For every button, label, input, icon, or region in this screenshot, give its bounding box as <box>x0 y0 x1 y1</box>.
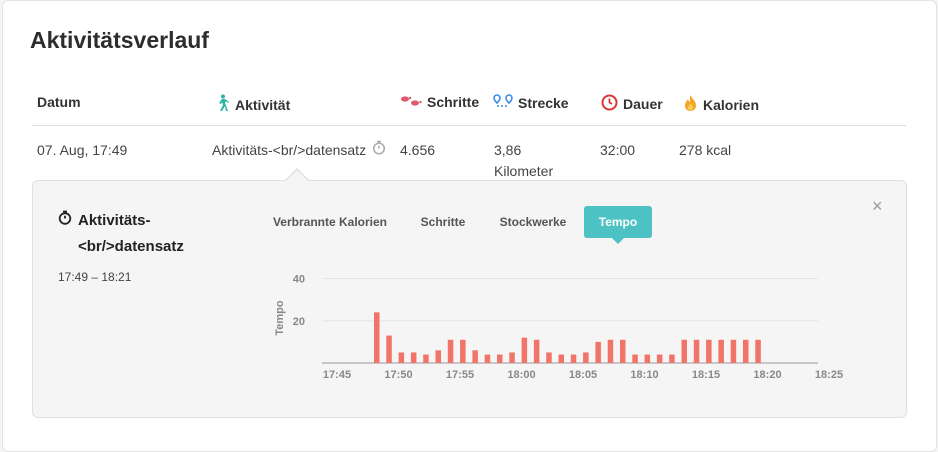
stopwatch-icon <box>58 208 72 234</box>
tab-verbrannte-kalorien[interactable]: Verbrannte Kalorien <box>272 215 388 229</box>
detail-time-range: 17:49 – 18:21 <box>58 270 132 284</box>
row-steps: 4.656 <box>400 142 436 158</box>
page-title: Aktivitätsverlauf <box>30 27 209 53</box>
tab-stockwerke[interactable]: Stockwerke <box>499 215 567 229</box>
column-header-activity[interactable]: Aktivität <box>214 94 290 115</box>
route-icon <box>493 94 513 111</box>
column-header-date[interactable]: Datum <box>37 94 81 110</box>
row-duration: 32:00 <box>600 142 636 158</box>
column-calories-label: Kalorien <box>703 96 760 113</box>
column-date-label: Datum <box>37 94 81 110</box>
walking-person-icon <box>214 94 230 115</box>
active-tab-pointer <box>612 238 624 244</box>
footprints-icon <box>400 94 422 110</box>
flame-icon <box>683 94 698 115</box>
detail-title-line2: <br/>datensatz <box>78 238 184 255</box>
column-header-duration[interactable]: Dauer <box>601 94 663 114</box>
stopwatch-icon <box>372 140 386 161</box>
detail-title: Aktivitäts- <br/>datensatz <box>58 208 184 260</box>
header-divider <box>32 125 906 126</box>
row-calories: 278 kcal <box>679 142 732 158</box>
detail-title-line1: Aktivitäts- <box>78 212 151 229</box>
row-distance-value: 3,86 <box>494 142 522 158</box>
panel-pointer-fill <box>286 170 308 181</box>
close-icon[interactable]: × <box>872 196 883 216</box>
tab-tempo[interactable]: Tempo <box>584 206 652 238</box>
row-distance: 3,86 Kilometer <box>494 140 553 182</box>
activity-detail-panel <box>32 180 907 418</box>
column-header-calories[interactable]: Kalorien <box>683 94 759 115</box>
row-date: 07. Aug, 17:49 <box>37 142 128 158</box>
row-activity[interactable]: Aktivitäts-<br/>datensatz <box>212 140 386 161</box>
clock-icon <box>601 94 618 114</box>
row-activity-label: Aktivitäts-<br/>datensatz <box>212 142 367 158</box>
column-steps-label: Schritte <box>427 94 480 110</box>
column-header-steps[interactable]: Schritte <box>400 94 479 110</box>
column-duration-label: Dauer <box>623 96 663 112</box>
column-activity-label: Aktivität <box>235 96 291 113</box>
tab-schritte[interactable]: Schritte <box>420 215 466 229</box>
row-distance-unit: Kilometer <box>494 163 554 179</box>
column-header-distance[interactable]: Strecke <box>493 94 569 111</box>
column-distance-label: Strecke <box>518 94 569 111</box>
